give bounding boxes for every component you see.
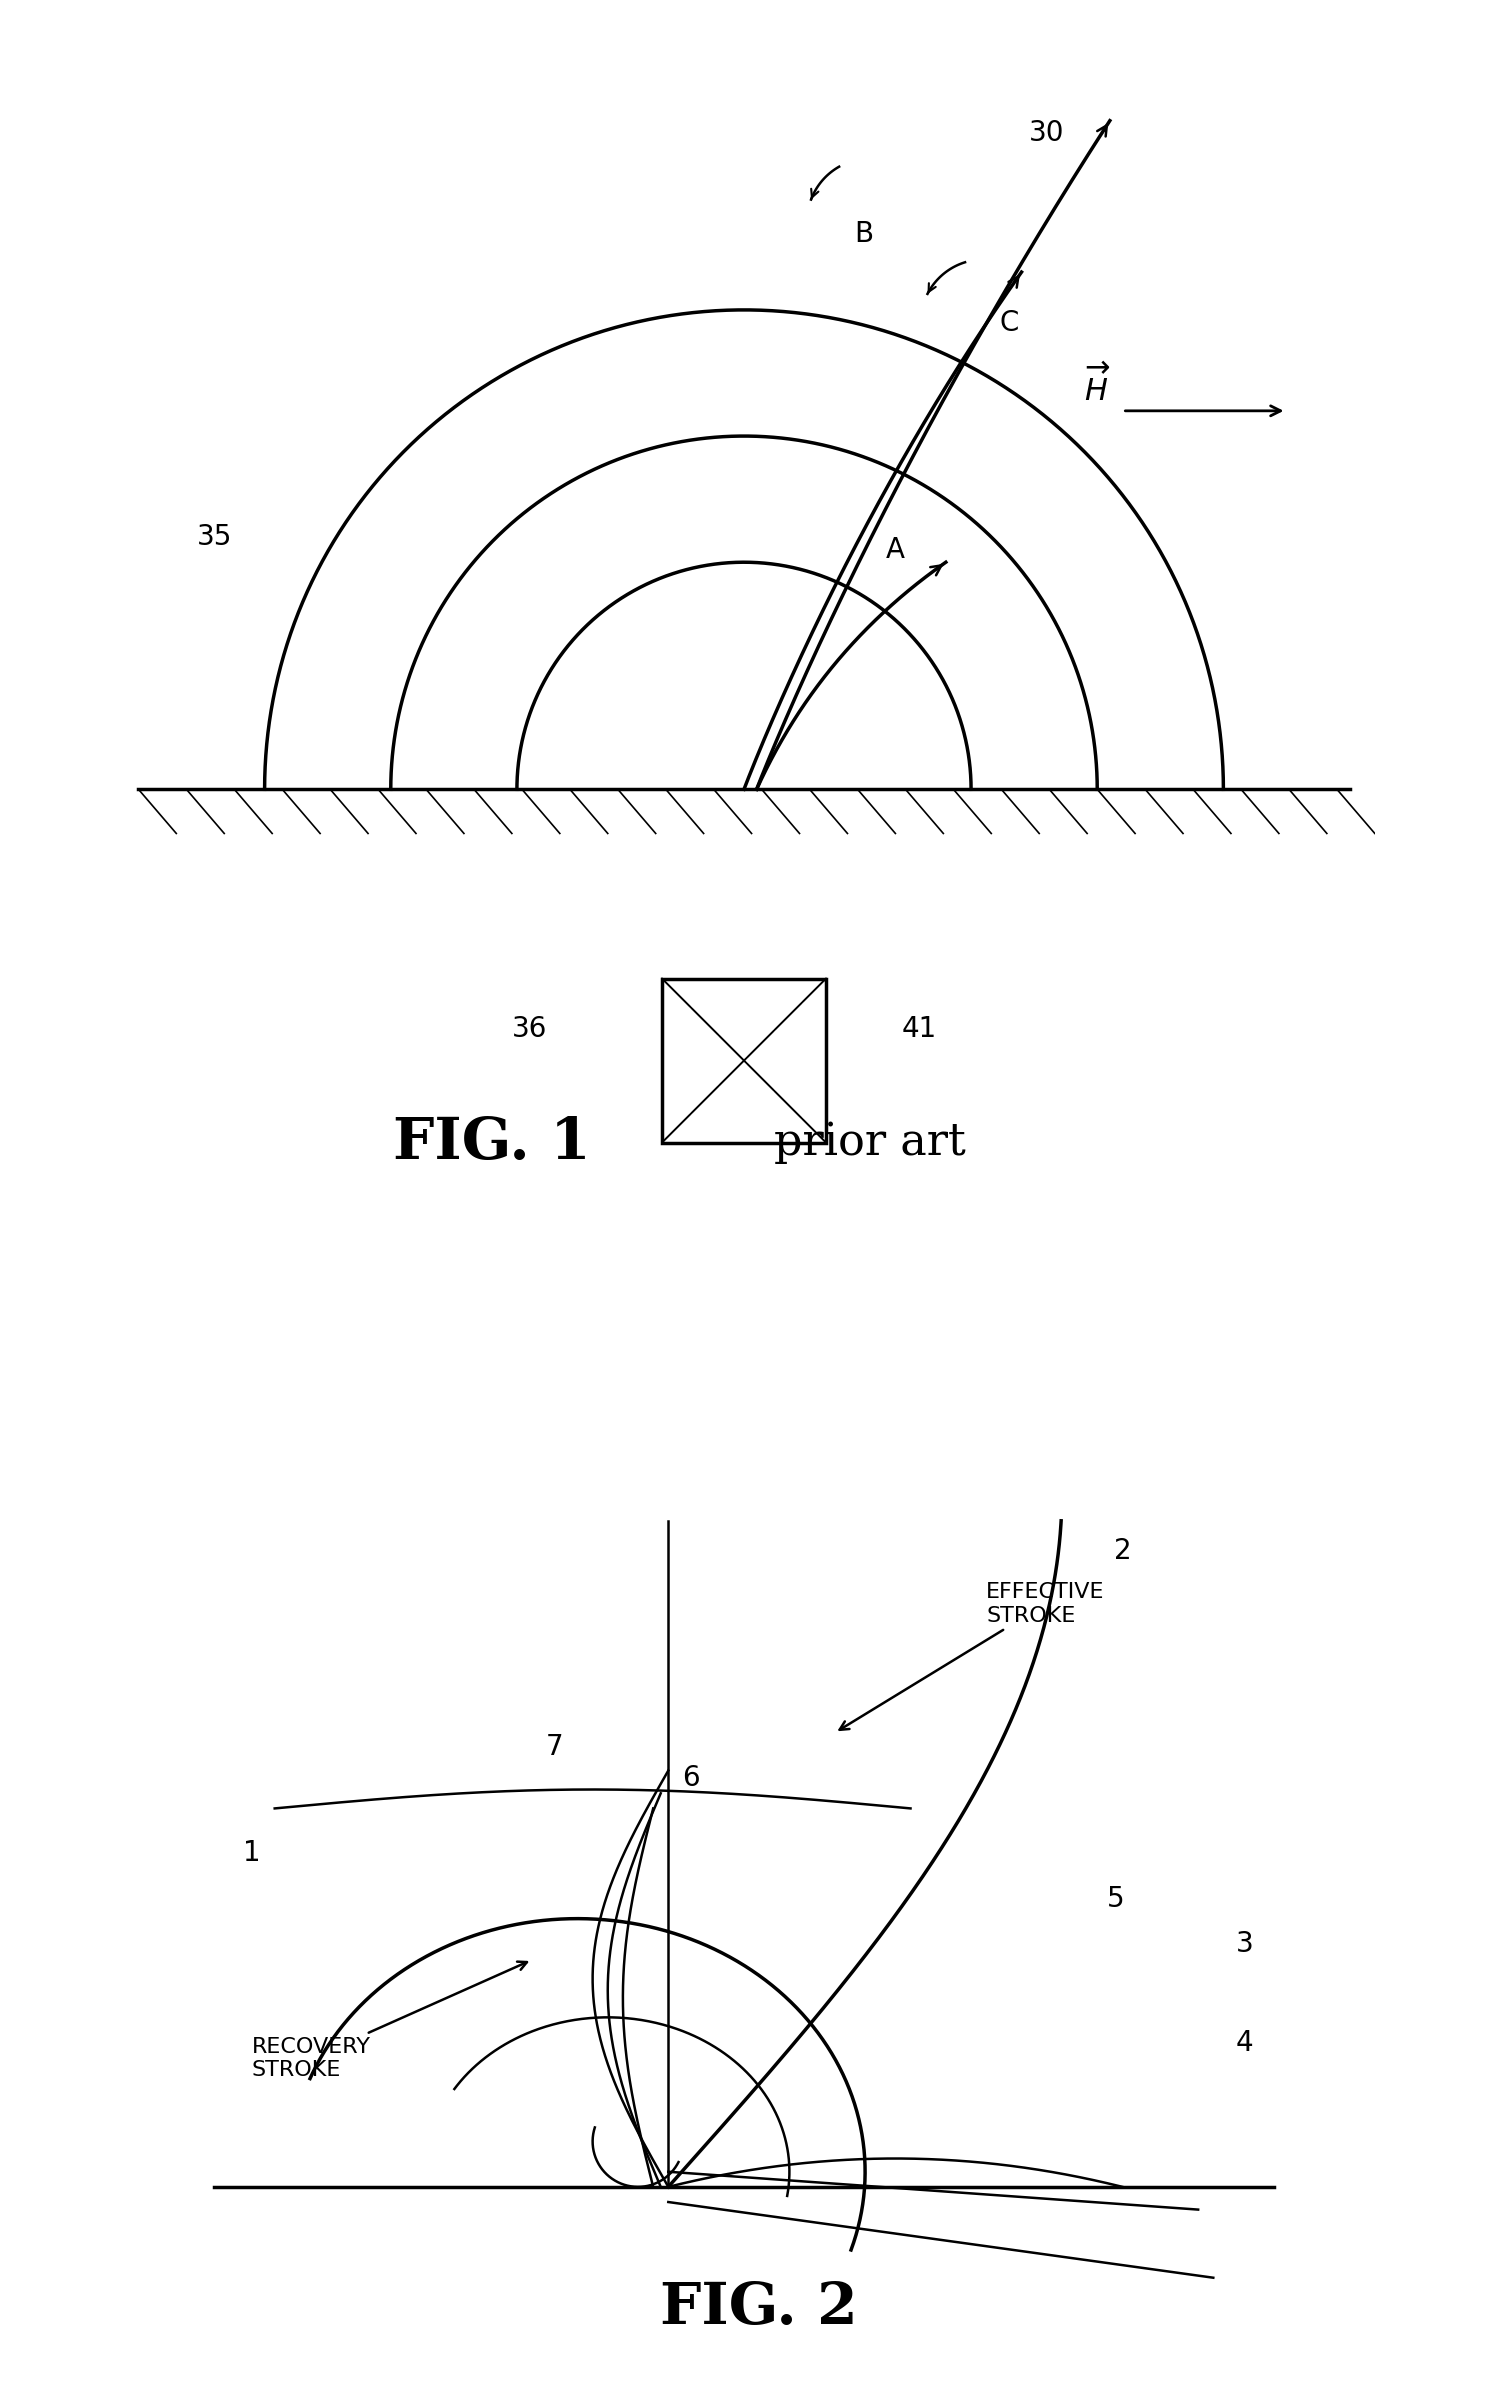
Text: 35: 35 xyxy=(196,523,232,551)
Text: 1: 1 xyxy=(243,1840,260,1868)
Text: C: C xyxy=(1000,308,1019,336)
Text: RECOVERY
STROKE: RECOVERY STROKE xyxy=(251,1961,527,2081)
Text: 3: 3 xyxy=(1237,1930,1254,1959)
Text: prior art: prior art xyxy=(774,1121,966,1164)
Text: EFFECTIVE
STROKE: EFFECTIVE STROKE xyxy=(839,1582,1104,1730)
Text: 41: 41 xyxy=(902,1014,937,1043)
Text: 36: 36 xyxy=(512,1014,548,1043)
Bar xyxy=(662,978,826,1143)
Text: $\overrightarrow{H}$: $\overrightarrow{H}$ xyxy=(1083,365,1110,408)
Text: 5: 5 xyxy=(1107,1885,1125,1914)
Text: 30: 30 xyxy=(1030,119,1064,148)
Text: A: A xyxy=(885,534,905,563)
Text: 2: 2 xyxy=(1113,1537,1131,1565)
Text: 4: 4 xyxy=(1237,2028,1253,2057)
Text: 6: 6 xyxy=(682,1763,699,1792)
Text: B: B xyxy=(854,220,873,248)
Text: 7: 7 xyxy=(546,1735,564,1761)
Text: FIG. 1: FIG. 1 xyxy=(393,1114,591,1172)
Text: FIG. 2: FIG. 2 xyxy=(661,2281,859,2336)
